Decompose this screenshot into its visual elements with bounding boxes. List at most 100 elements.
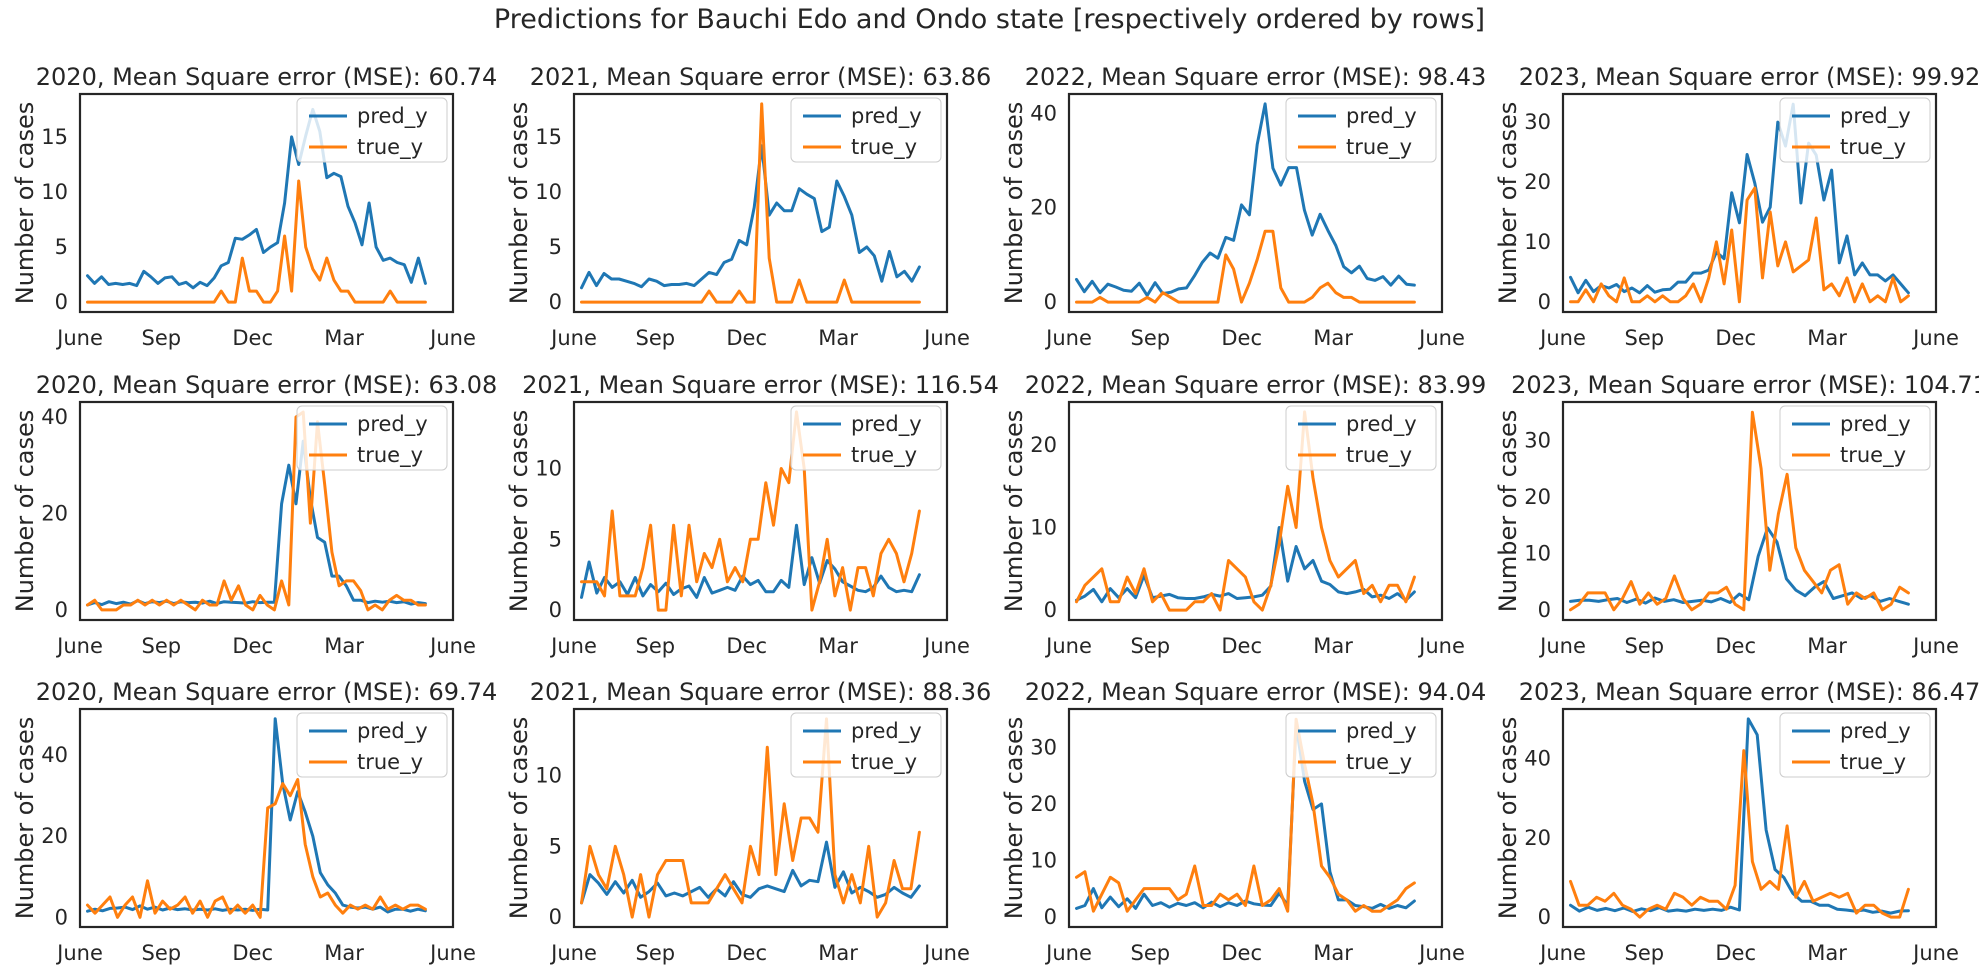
x-tick-label: Sep xyxy=(1131,941,1171,965)
y-axis-label: Number of cases xyxy=(1494,410,1522,612)
y-tick-label: 20 xyxy=(1030,792,1057,816)
x-tick-label: June xyxy=(1044,634,1092,658)
series-line-pred_y xyxy=(1075,526,1416,604)
x-tick-label: June xyxy=(922,941,970,965)
legend-label-true_y: true_y xyxy=(1840,750,1906,775)
x-tick-label: Sep xyxy=(142,634,182,658)
subplot-title: 2021, Mean Square error (MSE): 88.36 xyxy=(530,678,991,706)
y-tick-label: 10 xyxy=(1524,541,1551,565)
y-tick-label: 0 xyxy=(549,290,562,314)
legend: pred_y true_y xyxy=(1779,405,1931,471)
axes-frame xyxy=(78,92,455,314)
series-line-true_y xyxy=(1075,229,1416,304)
series-line-pred_y xyxy=(580,523,921,599)
x-tick-label: Sep xyxy=(1131,326,1171,350)
x-tick-label: Dec xyxy=(726,941,767,965)
subplot-title: 2020, Mean Square error (MSE): 69.74 xyxy=(36,678,497,706)
legend-label-true_y: true_y xyxy=(1346,443,1412,468)
x-tick-label: June xyxy=(549,941,597,965)
subplot-title: 2021, Mean Square error (MSE): 116.54 xyxy=(522,371,999,399)
x-tick-label: June xyxy=(1417,326,1465,350)
subplot-title: 2022, Mean Square error (MSE): 94.04 xyxy=(1025,678,1486,706)
x-tick-label: June xyxy=(1417,941,1465,965)
x-tick-label: June xyxy=(1911,941,1959,965)
legend: pred_y true_y xyxy=(296,712,448,778)
x-tick-label: Dec xyxy=(1221,326,1262,350)
x-tick-label: June xyxy=(1538,326,1586,350)
y-tick-label: 20 xyxy=(1524,170,1551,194)
y-tick-label: 30 xyxy=(1524,428,1551,452)
y-tick-label: 0 xyxy=(55,905,68,929)
x-tick-label: June xyxy=(55,326,103,350)
x-tick-label: June xyxy=(1911,634,1959,658)
y-tick-label: 20 xyxy=(1524,485,1551,509)
y-tick-label: 0 xyxy=(1538,598,1551,622)
y-tick-label: 15 xyxy=(535,125,562,149)
y-tick-label: 0 xyxy=(1044,598,1057,622)
y-tick-label: 20 xyxy=(1524,826,1551,850)
legend: pred_y true_y xyxy=(790,97,942,163)
legend-label-true_y: true_y xyxy=(1840,135,1906,160)
series-line-true_y xyxy=(86,179,427,304)
subplot-6: 2021, Mean Square error (MSE): 116.54 Num… xyxy=(505,371,999,658)
x-tick-label: Mar xyxy=(818,634,858,658)
legend-label-pred_y: pred_y xyxy=(1346,104,1417,129)
x-tick-label: Mar xyxy=(818,326,858,350)
x-tick-label: Mar xyxy=(324,326,364,350)
x-tick-label: Sep xyxy=(636,326,676,350)
x-tick-label: June xyxy=(428,634,476,658)
x-tick-label: Dec xyxy=(1715,326,1756,350)
legend-label-pred_y: pred_y xyxy=(1840,104,1911,129)
series-line-pred_y xyxy=(580,144,921,290)
series-line-pred_y xyxy=(86,107,427,290)
series-line-true_y xyxy=(580,102,921,304)
x-tick-label: Dec xyxy=(232,326,273,350)
y-axis-label: Number of cases xyxy=(505,410,533,612)
y-tick-label: 40 xyxy=(41,405,68,429)
x-tick-label: Mar xyxy=(1313,634,1353,658)
axes-frame xyxy=(1561,707,1938,929)
x-tick-label: Dec xyxy=(1221,634,1262,658)
axes-frame xyxy=(572,707,949,929)
y-tick-label: 40 xyxy=(41,743,68,767)
legend-label-true_y: true_y xyxy=(851,443,917,468)
legend: pred_y true_y xyxy=(296,97,448,163)
x-tick-label: June xyxy=(55,634,103,658)
y-tick-label: 15 xyxy=(41,125,68,149)
legend-label-pred_y: pred_y xyxy=(1840,412,1911,437)
y-tick-label: 0 xyxy=(55,598,68,622)
y-tick-label: 10 xyxy=(535,764,562,788)
legend-label-pred_y: pred_y xyxy=(851,412,922,437)
y-tick-label: 10 xyxy=(1030,848,1057,872)
subplot-title: 2021, Mean Square error (MSE): 63.86 xyxy=(530,63,991,91)
x-tick-label: June xyxy=(549,634,597,658)
y-tick-label: 20 xyxy=(41,501,68,525)
axes-frame xyxy=(572,92,949,314)
axes-frame xyxy=(1561,92,1938,314)
y-tick-label: 0 xyxy=(1538,290,1551,314)
x-tick-label: Sep xyxy=(1625,941,1665,965)
series-line-true_y xyxy=(86,778,427,919)
axes-frame xyxy=(1067,707,1444,929)
x-tick-label: Dec xyxy=(726,634,767,658)
x-tick-label: Dec xyxy=(726,326,767,350)
legend: pred_y true_y xyxy=(1779,97,1931,163)
y-axis-label: Number of cases xyxy=(11,410,39,612)
y-tick-label: 0 xyxy=(1538,905,1551,929)
x-tick-label: June xyxy=(1538,634,1586,658)
subplot-title: 2023, Mean Square error (MSE): 99.92 xyxy=(1519,63,1979,91)
legend-label-true_y: true_y xyxy=(851,135,917,160)
subplot-title: 2023, Mean Square error (MSE): 86.47 xyxy=(1519,678,1979,706)
y-tick-label: 10 xyxy=(41,180,68,204)
axes-frame xyxy=(78,707,455,929)
legend: pred_y true_y xyxy=(1779,712,1931,778)
legend: pred_y true_y xyxy=(790,712,942,778)
y-tick-label: 20 xyxy=(41,824,68,848)
y-tick-label: 40 xyxy=(1524,747,1551,771)
x-tick-label: Mar xyxy=(324,634,364,658)
series-line-true_y xyxy=(1569,749,1910,919)
x-tick-label: Dec xyxy=(1715,941,1756,965)
axes-frame xyxy=(572,400,949,622)
legend-label-true_y: true_y xyxy=(1346,750,1412,775)
legend-label-pred_y: pred_y xyxy=(1346,412,1417,437)
